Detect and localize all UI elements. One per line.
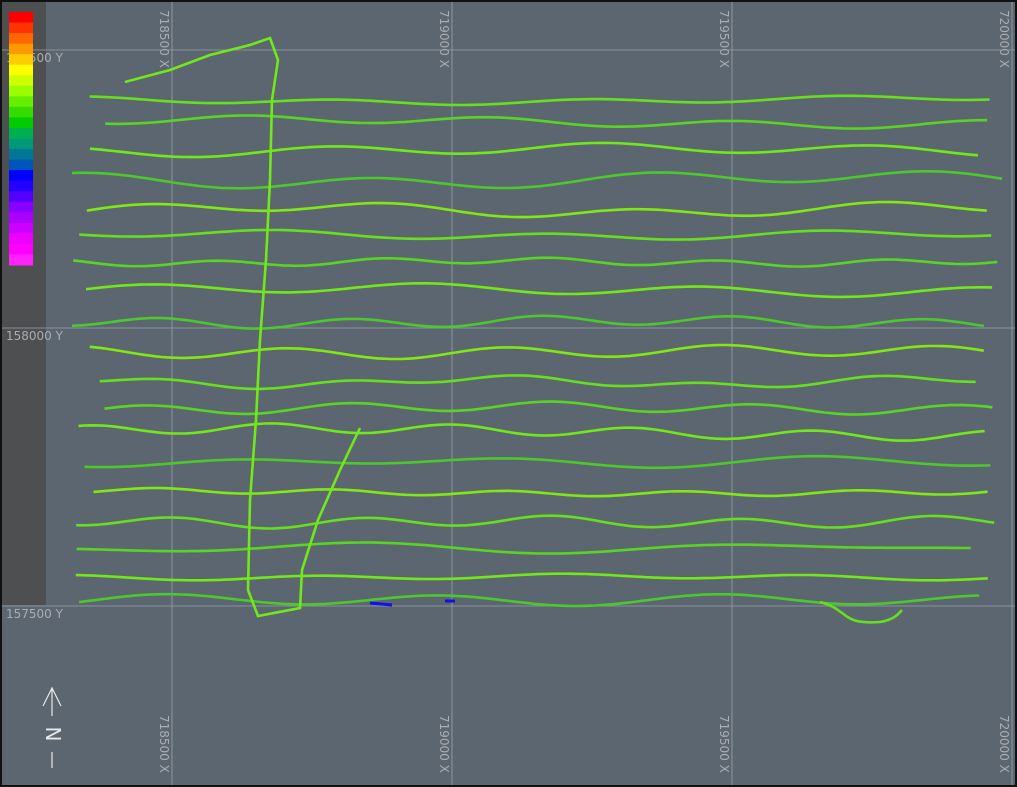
survey-line: [89, 343, 985, 361]
legend-swatch: [9, 201, 33, 213]
legend-swatch: [9, 85, 33, 97]
legend-swatch: [9, 159, 33, 171]
survey-line: [104, 400, 993, 416]
survey-line: [76, 541, 971, 555]
survey-line: [71, 170, 1003, 190]
legend-swatch: [9, 43, 33, 55]
survey-line: [99, 374, 976, 391]
survey-line: [79, 228, 992, 241]
legend-swatch: [9, 138, 33, 150]
x-label-top: 719000 X: [437, 10, 451, 68]
legend-swatch: [9, 180, 33, 192]
legend-swatch: [9, 127, 33, 139]
legend-swatch: [9, 96, 33, 108]
legend-swatch: [9, 33, 33, 45]
legend-swatch: [9, 212, 33, 224]
x-label-bottom: 718500 X: [157, 715, 171, 773]
legend-swatch: [9, 222, 33, 234]
legend-swatch: [9, 243, 33, 255]
survey-line-tail: [819, 600, 903, 624]
legend-swatch: [9, 191, 33, 203]
legend-swatch: [9, 54, 33, 66]
y-label: 158000 Y: [6, 329, 64, 343]
survey-line: [85, 282, 993, 299]
survey-line: [89, 94, 990, 107]
north-arrow: [42, 686, 62, 768]
legend-swatch: [9, 117, 33, 129]
survey-line: [75, 572, 988, 582]
legend-swatch: [9, 233, 33, 245]
x-label-top: 718500 X: [157, 10, 171, 68]
x-label-bottom: 720000 X: [997, 715, 1011, 773]
tie-line: [124, 36, 362, 618]
survey-line: [71, 314, 985, 330]
x-label-bottom: 719500 X: [717, 715, 731, 773]
y-label: 157500 Y: [6, 607, 64, 621]
legend-swatch: [9, 149, 33, 161]
color-legend: [9, 12, 33, 266]
legend-swatch: [9, 64, 33, 76]
survey-line: [78, 422, 985, 442]
survey-line: [73, 256, 998, 268]
legend-swatch: [9, 170, 33, 182]
survey-line: [86, 200, 987, 219]
survey-line: [79, 592, 980, 608]
legend-swatch: [9, 22, 33, 34]
x-label-bottom: 719000 X: [437, 715, 451, 773]
legend-swatch: [9, 106, 33, 118]
x-label-top: 720000 X: [997, 10, 1011, 68]
legend-swatch: [9, 12, 33, 24]
legend-swatch: [9, 75, 33, 87]
survey-line: [93, 486, 988, 498]
survey-line: [105, 114, 988, 130]
north-arrow-head: [42, 686, 62, 707]
survey-line: [89, 141, 979, 159]
survey-line: [76, 514, 995, 530]
legend-swatch: [9, 254, 33, 266]
survey-line-segment: [369, 599, 455, 607]
survey-line: [84, 454, 991, 470]
survey-lines: [71, 36, 1003, 624]
x-label-top: 719500 X: [717, 10, 731, 68]
north-label: N: [41, 727, 65, 742]
